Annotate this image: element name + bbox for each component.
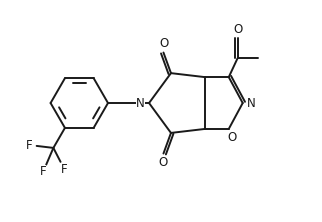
Text: N: N (247, 97, 256, 109)
Text: N: N (136, 97, 145, 109)
Text: O: O (160, 37, 169, 50)
Text: F: F (26, 139, 33, 153)
Text: O: O (158, 156, 167, 169)
Text: F: F (61, 163, 67, 176)
Text: F: F (40, 165, 46, 178)
Text: O: O (233, 23, 242, 36)
Text: O: O (227, 131, 237, 144)
